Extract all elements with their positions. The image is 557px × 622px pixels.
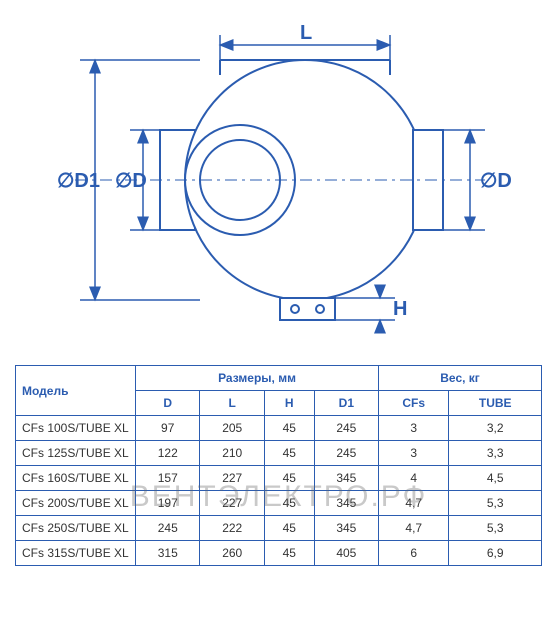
col-l: L — [200, 391, 264, 416]
table-row: CFs 125S/TUBE XL1222104524533,3 — [16, 441, 542, 466]
table-cell: 245 — [136, 516, 200, 541]
dim-label-l: L — [300, 22, 312, 44]
table-cell: 122 — [136, 441, 200, 466]
table-cell: 345 — [314, 516, 378, 541]
header-model: Модель — [16, 366, 136, 416]
table-cell: 3,3 — [449, 441, 542, 466]
table-cell: 45 — [264, 491, 314, 516]
dimensions-table: Модель Размеры, мм Вес, кг D L H D1 CFs … — [15, 365, 542, 566]
table-cell: CFs 125S/TUBE XL — [16, 441, 136, 466]
table-cell: CFs 200S/TUBE XL — [16, 491, 136, 516]
table-cell: 6,9 — [449, 541, 542, 566]
table-cell: 3 — [379, 441, 449, 466]
dim-label-d-right: ∅D — [480, 170, 512, 192]
table-cell: 345 — [314, 466, 378, 491]
table-cell: CFs 160S/TUBE XL — [16, 466, 136, 491]
table-row: CFs 250S/TUBE XL245222453454,75,3 — [16, 516, 542, 541]
table-cell: 227 — [200, 491, 264, 516]
table-cell: 97 — [136, 416, 200, 441]
table-cell: CFs 250S/TUBE XL — [16, 516, 136, 541]
table-cell: CFs 315S/TUBE XL — [16, 541, 136, 566]
table-cell: 5,3 — [449, 491, 542, 516]
col-d: D — [136, 391, 200, 416]
table-cell: 4 — [379, 466, 449, 491]
table-cell: 4,5 — [449, 466, 542, 491]
table-cell: 227 — [200, 466, 264, 491]
dim-label-d-left: ∅D — [115, 170, 147, 192]
table-cell: 4,7 — [379, 491, 449, 516]
diagram-svg: L ∅D1 ∅D ∅D H — [15, 15, 542, 345]
table-cell: 5,3 — [449, 516, 542, 541]
table-cell: 4,7 — [379, 516, 449, 541]
table-cell: 3 — [379, 416, 449, 441]
col-tube: TUBE — [449, 391, 542, 416]
table-row: CFs 100S/TUBE XL972054524533,2 — [16, 416, 542, 441]
table-cell: 205 — [200, 416, 264, 441]
table-row: CFs 160S/TUBE XL1572274534544,5 — [16, 466, 542, 491]
table-cell: 45 — [264, 541, 314, 566]
table-cell: 345 — [314, 491, 378, 516]
table-cell: 197 — [136, 491, 200, 516]
col-h: H — [264, 391, 314, 416]
table-cell: 45 — [264, 441, 314, 466]
technical-diagram: L ∅D1 ∅D ∅D H — [15, 15, 542, 345]
col-cfs: CFs — [379, 391, 449, 416]
table-cell: 315 — [136, 541, 200, 566]
header-dims: Размеры, мм — [136, 366, 379, 391]
table-cell: 6 — [379, 541, 449, 566]
table-cell: CFs 100S/TUBE XL — [16, 416, 136, 441]
table-row: CFs 315S/TUBE XL3152604540566,9 — [16, 541, 542, 566]
table-cell: 210 — [200, 441, 264, 466]
table-cell: 45 — [264, 416, 314, 441]
table-cell: 245 — [314, 441, 378, 466]
table-cell: 260 — [200, 541, 264, 566]
table-cell: 45 — [264, 516, 314, 541]
dim-label-d1: ∅D1 — [57, 170, 100, 192]
table-body: CFs 100S/TUBE XL972054524533,2CFs 125S/T… — [16, 416, 542, 566]
table-cell: 222 — [200, 516, 264, 541]
table-cell: 405 — [314, 541, 378, 566]
header-weight: Вес, кг — [379, 366, 542, 391]
table-row: CFs 200S/TUBE XL197227453454,75,3 — [16, 491, 542, 516]
table-cell: 245 — [314, 416, 378, 441]
table-cell: 3,2 — [449, 416, 542, 441]
table-cell: 157 — [136, 466, 200, 491]
col-d1: D1 — [314, 391, 378, 416]
dim-label-h: H — [393, 298, 407, 320]
table-cell: 45 — [264, 466, 314, 491]
